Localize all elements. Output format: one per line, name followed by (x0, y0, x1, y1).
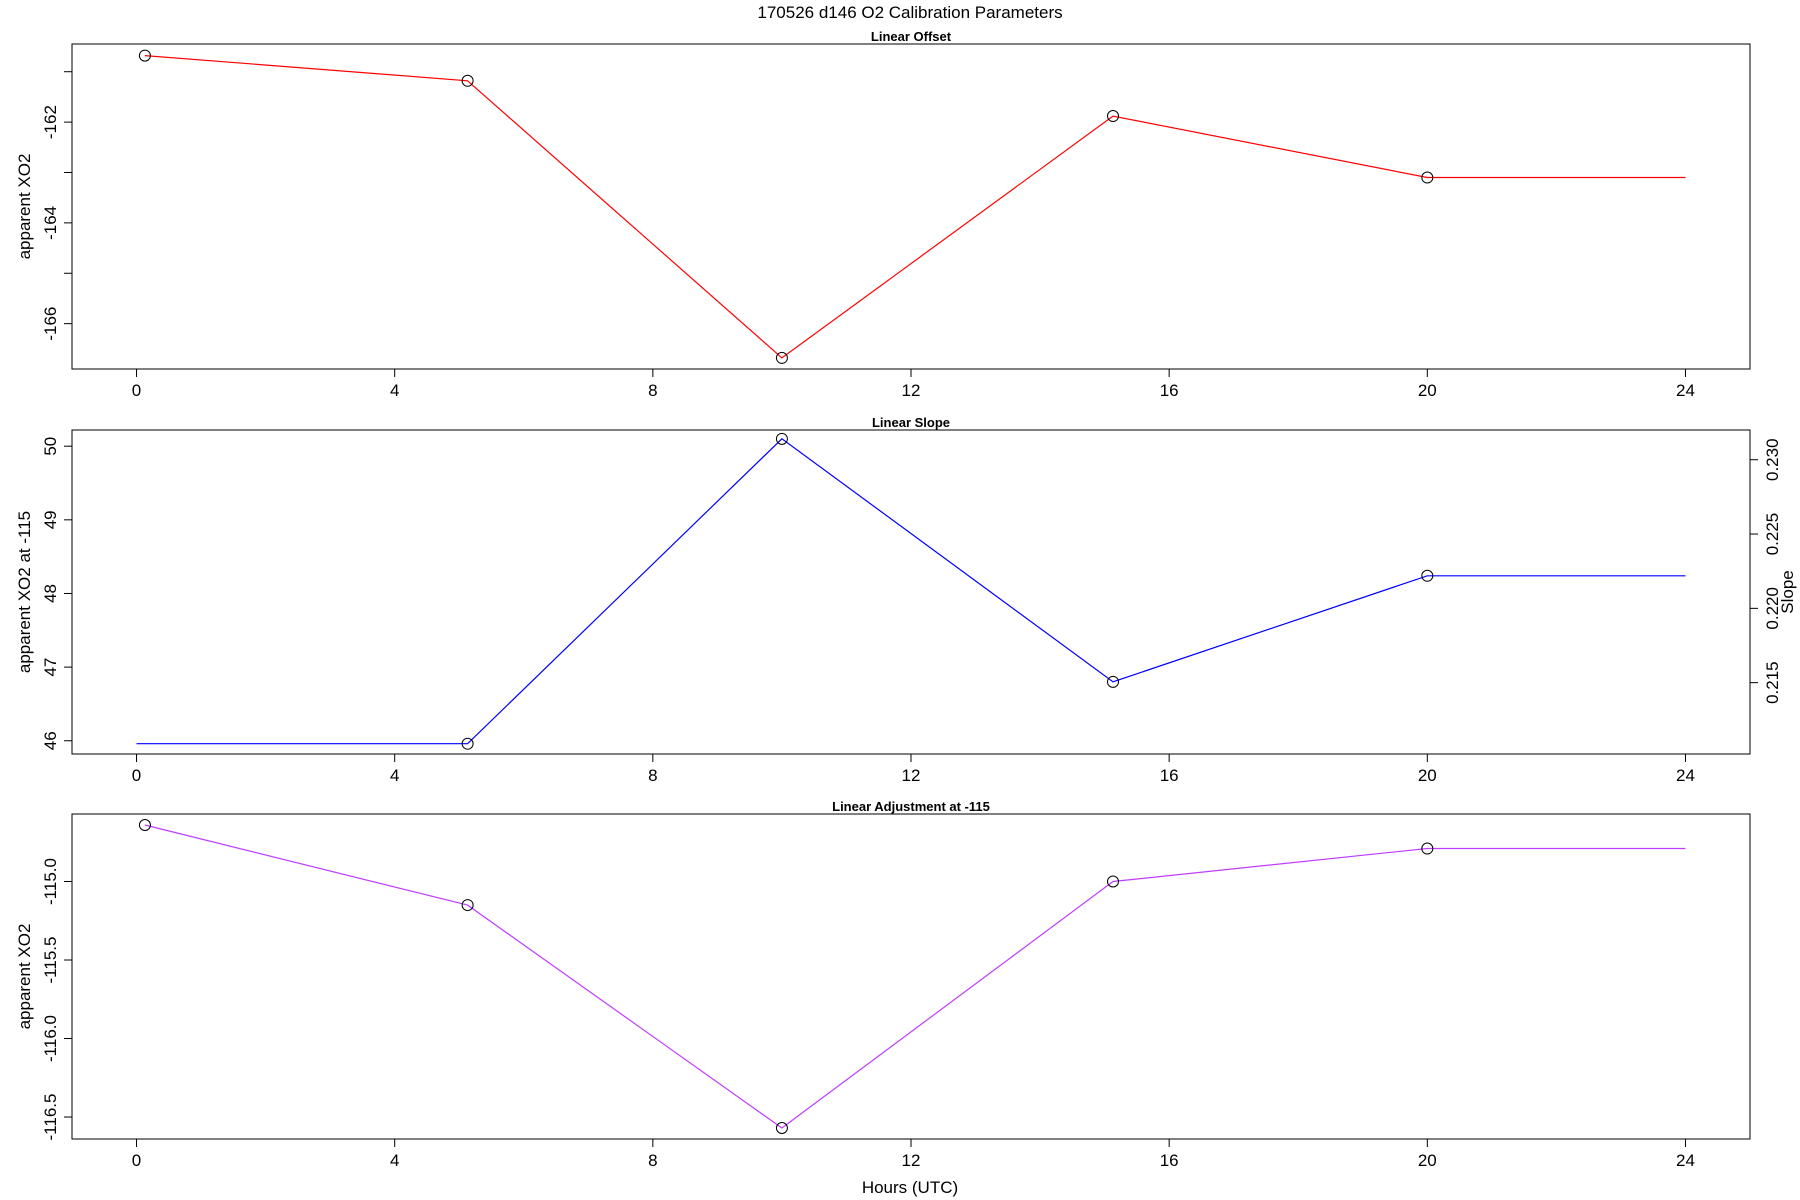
x-tick-label: 12 (902, 381, 921, 400)
data-point (138, 49, 151, 62)
y-tick-label: -162 (41, 105, 60, 139)
x-tick-label: 4 (390, 381, 399, 400)
data-point (1421, 171, 1434, 184)
panel-title: Linear Offset (871, 29, 952, 44)
x-tick-label: 24 (1676, 766, 1695, 785)
y-axis-label: apparent XO2 (15, 924, 34, 1030)
y-axis-label: apparent XO2 (15, 154, 34, 260)
x-tick-label: 4 (390, 766, 399, 785)
x-axis-label: Hours (UTC) (862, 1178, 958, 1197)
data-point (1107, 875, 1120, 888)
x-tick-label: 12 (902, 766, 921, 785)
x-tick-label: 24 (1676, 1151, 1695, 1170)
y2-tick-label: 0.225 (1763, 513, 1782, 556)
plot-frame (71, 43, 1751, 370)
plot-frame (71, 813, 1751, 1140)
x-tick-label: 20 (1418, 766, 1437, 785)
x-tick-label: 24 (1676, 381, 1695, 400)
y-tick-label: -166 (41, 307, 60, 341)
data-point (775, 351, 788, 364)
y-tick-label: -164 (41, 206, 60, 240)
data-point (1421, 842, 1434, 855)
series-line (144, 824, 1686, 1129)
x-tick-label: 16 (1160, 766, 1179, 785)
panel-3: Linear Adjustment at -115 0 4 8 12 16 20 24 -116… (15, 799, 1751, 1170)
x-tick-label: 4 (390, 1151, 399, 1170)
x-tick-label: 16 (1160, 381, 1179, 400)
x-tick-label: 8 (648, 1151, 657, 1170)
x-tick-label: 0 (132, 766, 141, 785)
y-tick-label: -115.5 (41, 937, 60, 984)
y-tick-label: -116.5 (41, 1094, 60, 1141)
x-tick-label: 0 (132, 1151, 141, 1170)
y-tick-label: 48 (41, 584, 60, 603)
x-tick-label: 8 (648, 381, 657, 400)
data-point (775, 432, 788, 445)
panel-1: Linear Offset 0 4 8 12 16 20 24 -166 -164 -162 appa… (15, 29, 1751, 400)
data-point (138, 818, 151, 831)
y-tick-label: 49 (41, 510, 60, 529)
panel-title: Linear Slope (872, 415, 950, 430)
y2-axis-label: Slope (1778, 570, 1797, 613)
y-axis-label: apparent XO2 at -115 (15, 511, 34, 673)
y2-tick-label: 0.220 (1763, 587, 1782, 630)
data-point (1107, 110, 1120, 123)
x-tick-label: 8 (648, 766, 657, 785)
y-tick-label: 50 (41, 437, 60, 456)
data-point (1421, 569, 1434, 582)
data-point (775, 1122, 788, 1135)
data-point (461, 899, 474, 912)
data-point (461, 74, 474, 87)
plot-frame (71, 429, 1751, 755)
y-tick-label: -115.0 (41, 858, 60, 905)
x-tick-label: 12 (902, 1151, 921, 1170)
x-tick-label: 0 (132, 381, 141, 400)
y2-tick-label: 0.215 (1763, 661, 1782, 704)
figure-title: 170526 d146 O2 Calibration Parameters (757, 3, 1062, 22)
panel-title: Linear Adjustment at -115 (832, 799, 990, 814)
y2-tick-label: 0.230 (1763, 438, 1782, 481)
data-point (461, 737, 474, 750)
series-line (144, 55, 1686, 359)
y-tick-label: 47 (41, 658, 60, 677)
x-tick-label: 16 (1160, 1151, 1179, 1170)
y-tick-label: 46 (41, 731, 60, 750)
data-point (1107, 675, 1120, 688)
x-tick-label: 20 (1418, 1151, 1437, 1170)
series-line (136, 438, 1686, 745)
x-tick-label: 20 (1418, 381, 1437, 400)
y-tick-label: -116.0 (41, 1015, 60, 1062)
